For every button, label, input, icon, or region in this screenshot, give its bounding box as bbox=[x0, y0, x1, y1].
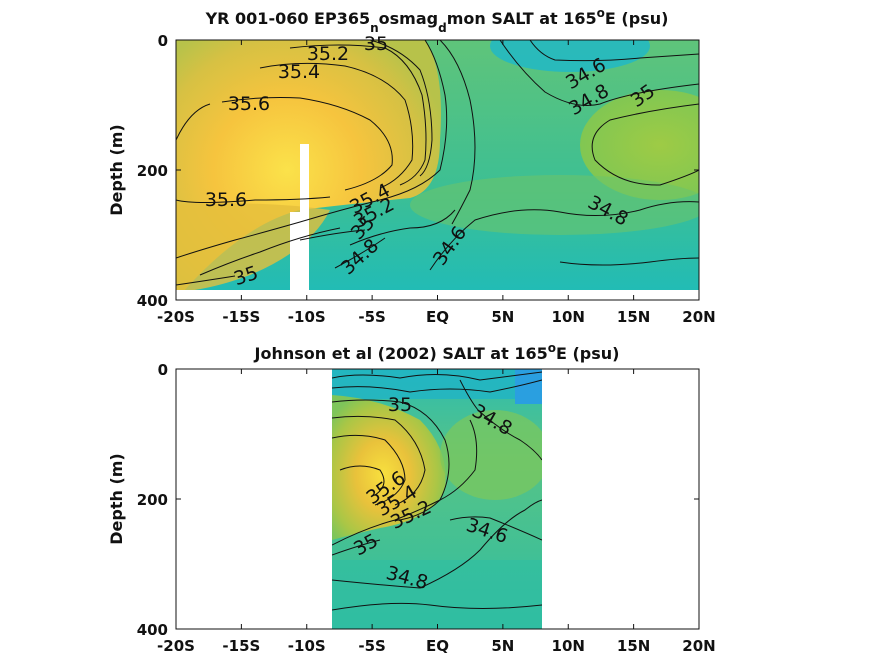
x-tick-label: 10N bbox=[552, 308, 585, 326]
y-tick-label: 0 bbox=[158, 32, 168, 50]
x-tick-label: -10S bbox=[288, 637, 326, 655]
contour-label: 35.4 bbox=[278, 61, 320, 83]
contour-label: 35.6 bbox=[228, 93, 270, 115]
x-tick-label: 15N bbox=[617, 637, 650, 655]
y-tick-label: 400 bbox=[137, 621, 168, 639]
x-tick-label: -20S bbox=[157, 308, 195, 326]
contour-label: 35 bbox=[388, 394, 412, 416]
panel-2: Johnson et al (2002) SALT at 165oE (psu) bbox=[107, 341, 716, 655]
panel-2-title: Johnson et al (2002) SALT at 165oE (psu) bbox=[254, 341, 620, 363]
x-tick-label: EQ bbox=[426, 308, 449, 326]
x-tick-label: -10S bbox=[288, 308, 326, 326]
y-tick-label: 400 bbox=[137, 292, 168, 310]
panel-1-missing-data-strip bbox=[300, 144, 309, 291]
panel-1-ticks: -20S -15S -10S -5S EQ 5N 10N 15N 20N 0 200 400 bbox=[137, 32, 716, 326]
x-tick-label: -20S bbox=[157, 637, 195, 655]
x-tick-label: 5N bbox=[491, 637, 514, 655]
x-tick-label: 20N bbox=[682, 637, 715, 655]
x-tick-label: -5S bbox=[358, 308, 385, 326]
panel-1-y-axis-label: Depth (m) bbox=[107, 124, 126, 216]
contour-label: 35 bbox=[364, 33, 388, 55]
x-tick-label: EQ bbox=[426, 637, 449, 655]
panel-1: YR 001-060 EP365nosmagdmon SALT at 165oE… bbox=[107, 6, 716, 326]
panel-1-missing-data-strip bbox=[290, 212, 300, 291]
x-tick-label: -5S bbox=[358, 637, 385, 655]
contour-label: 35.2 bbox=[307, 43, 349, 65]
x-tick-label: 10N bbox=[552, 637, 585, 655]
x-tick-label: 15N bbox=[617, 308, 650, 326]
panel-1-title: YR 001-060 EP365nosmagdmon SALT at 165oE… bbox=[205, 6, 669, 35]
y-tick-label: 200 bbox=[137, 491, 168, 509]
panel-2-ticks: -20S -15S -10S -5S EQ 5N 10N 15N 20N 0 200 400 bbox=[137, 361, 716, 655]
panel-1-contour-lines bbox=[176, 40, 699, 286]
x-tick-label: -15S bbox=[222, 637, 260, 655]
x-tick-label: -15S bbox=[222, 308, 260, 326]
y-tick-label: 0 bbox=[158, 361, 168, 379]
x-tick-label: 5N bbox=[491, 308, 514, 326]
x-tick-label: 20N bbox=[682, 308, 715, 326]
panel-2-y-axis-label: Depth (m) bbox=[107, 453, 126, 545]
panel-2-contour-lines bbox=[332, 371, 542, 611]
panel-1-salinity-field bbox=[176, 40, 699, 290]
panel-2-salinity-field bbox=[332, 369, 542, 629]
contour-label: 35.6 bbox=[205, 189, 247, 211]
y-tick-label: 200 bbox=[137, 162, 168, 180]
